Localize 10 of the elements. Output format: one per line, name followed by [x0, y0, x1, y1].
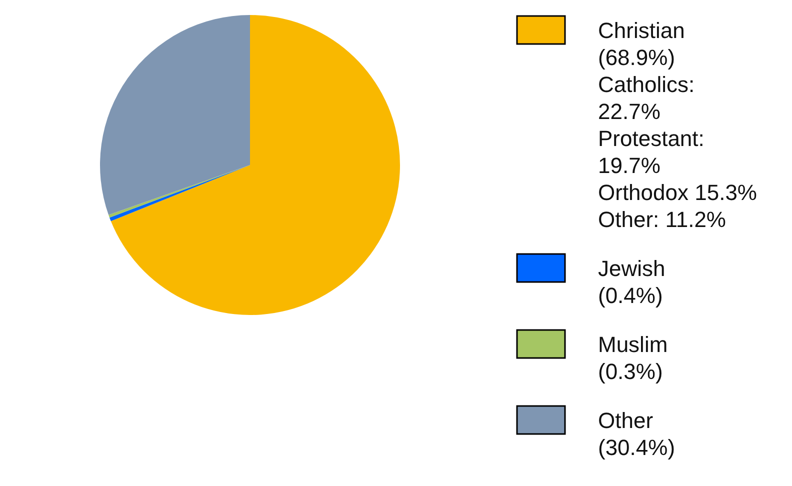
pie-slice	[100, 15, 250, 215]
text: Catholics: 22.7%	[598, 72, 695, 124]
text: Other: 11.2%	[598, 207, 726, 232]
text: Protestant: 19.7%	[598, 126, 704, 178]
legend-label: Christian (68.9%)	[598, 18, 685, 70]
legend-label: Muslim (0.3%)	[598, 332, 668, 384]
legend-label: Other (30.4%)	[598, 408, 676, 460]
pie-slice	[110, 15, 400, 315]
text: Orthodox 15.3%	[598, 180, 757, 205]
legend-label: Jewish (0.4%)	[598, 256, 666, 308]
